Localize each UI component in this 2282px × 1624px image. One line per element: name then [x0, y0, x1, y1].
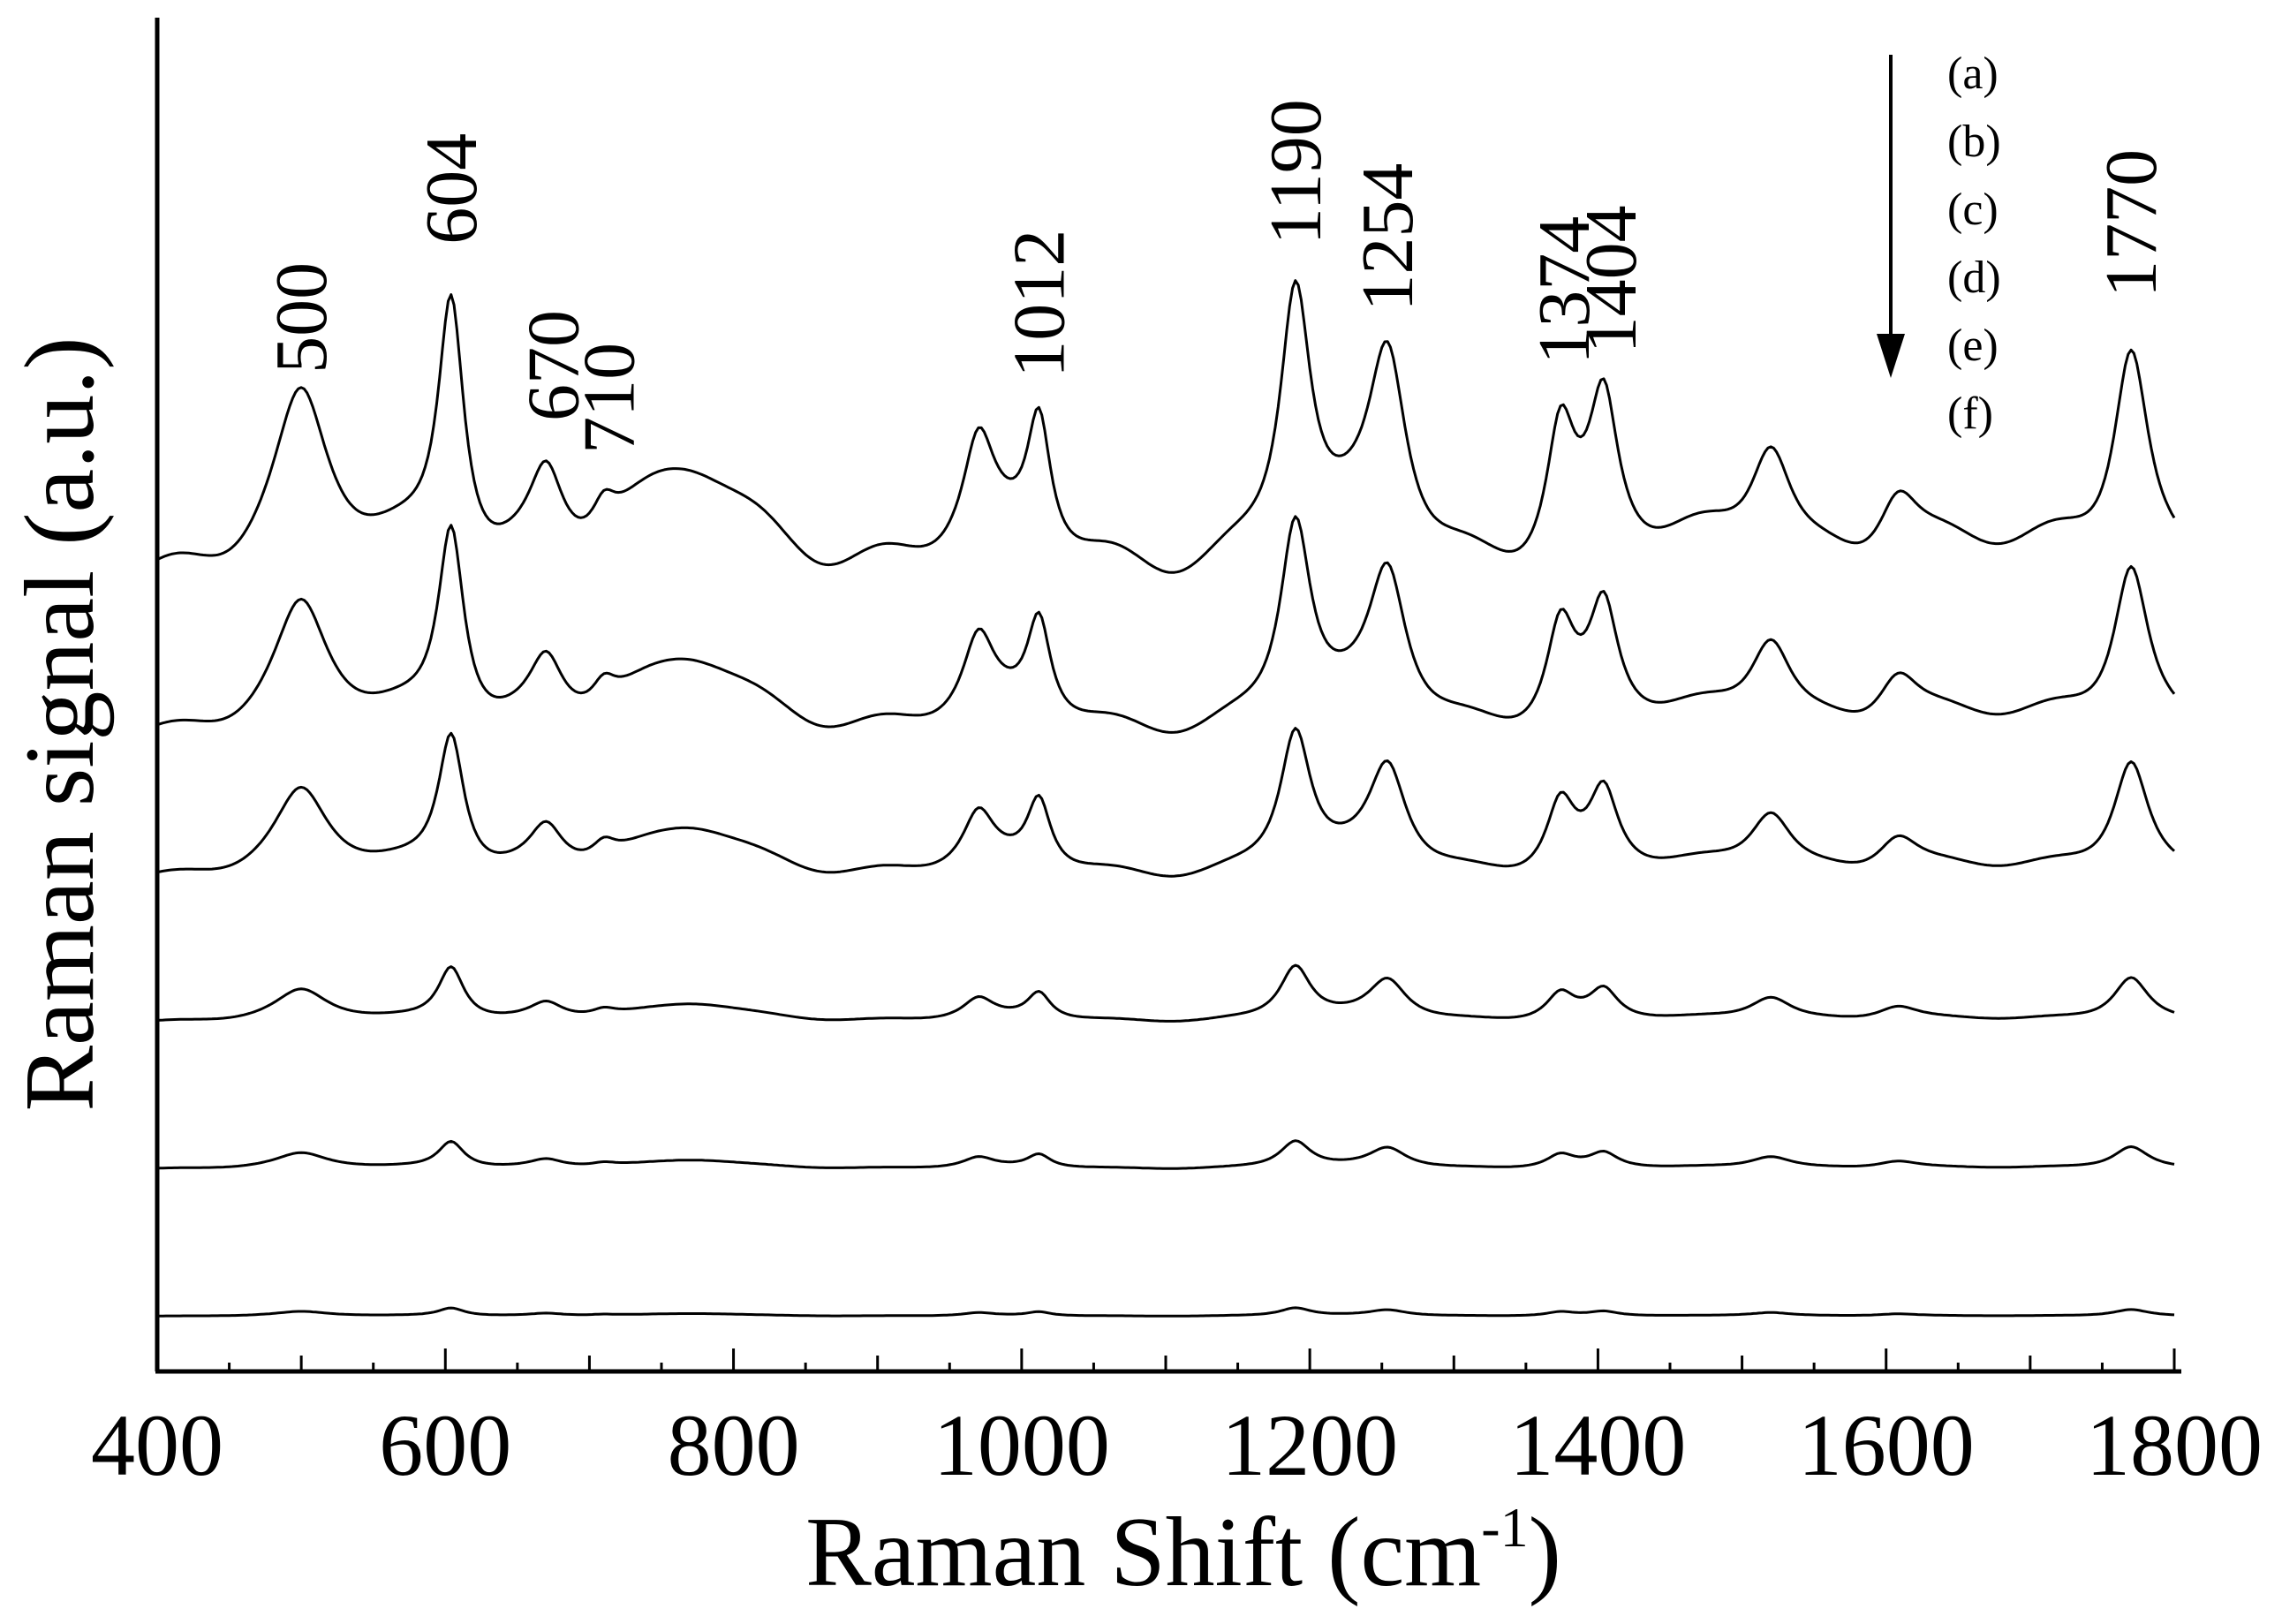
peak-label-500: 500 — [261, 262, 343, 374]
peak-label-1404: 1404 — [1570, 205, 1652, 353]
x-axis-title: Raman Shift (cm-1) — [805, 1496, 1561, 1607]
legend-item: (c) — [1947, 185, 1999, 235]
legend: (a) (b) (c) (d) (e) (f) — [1947, 49, 2001, 439]
x-tick-label: 1000 — [933, 1396, 1110, 1494]
legend-item: (b) — [1947, 117, 2001, 167]
x-axis-tick-labels: 400 600 800 1000 1200 1400 1600 1800 — [91, 1396, 2263, 1494]
x-tick-label: 400 — [91, 1396, 223, 1494]
y-axis-title: Raman signal (a.u.) — [5, 336, 115, 1111]
spectrum-line-d — [156, 963, 2175, 1023]
legend-item: (a) — [1947, 49, 1999, 99]
x-axis-ticks — [155, 1348, 2176, 1371]
peak-label-1770: 1770 — [2090, 149, 2172, 298]
peak-label-1190: 1190 — [1255, 99, 1337, 245]
peak-label-1374: 1374 — [1523, 216, 1606, 365]
peak-label-1254: 1254 — [1347, 163, 1429, 312]
legend-item: (e) — [1947, 321, 1999, 371]
spectrum-line-b — [156, 515, 2176, 734]
x-tick-label: 1400 — [1509, 1396, 1686, 1494]
trend-arrow — [1877, 55, 1905, 378]
peak-label-670: 670 — [512, 310, 594, 421]
peak-label-710: 710 — [569, 343, 651, 454]
spectrum-line-a — [156, 279, 2176, 574]
spectra-group — [156, 279, 2176, 1318]
legend-item: (f) — [1947, 389, 1993, 439]
spectrum-line-e — [156, 1139, 2175, 1170]
x-tick-label: 800 — [668, 1396, 800, 1494]
x-tick-label: 1200 — [1221, 1396, 1398, 1494]
spectrum-line-c — [156, 727, 2176, 878]
spectrum-line-f — [157, 1306, 2175, 1318]
peak-label-1012: 1012 — [998, 230, 1080, 378]
x-tick-label: 1800 — [2086, 1396, 2263, 1494]
peak-label-604: 604 — [411, 133, 493, 245]
legend-item: (d) — [1947, 253, 2001, 303]
x-tick-label: 1600 — [1798, 1396, 1975, 1494]
x-tick-label: 600 — [379, 1396, 511, 1494]
